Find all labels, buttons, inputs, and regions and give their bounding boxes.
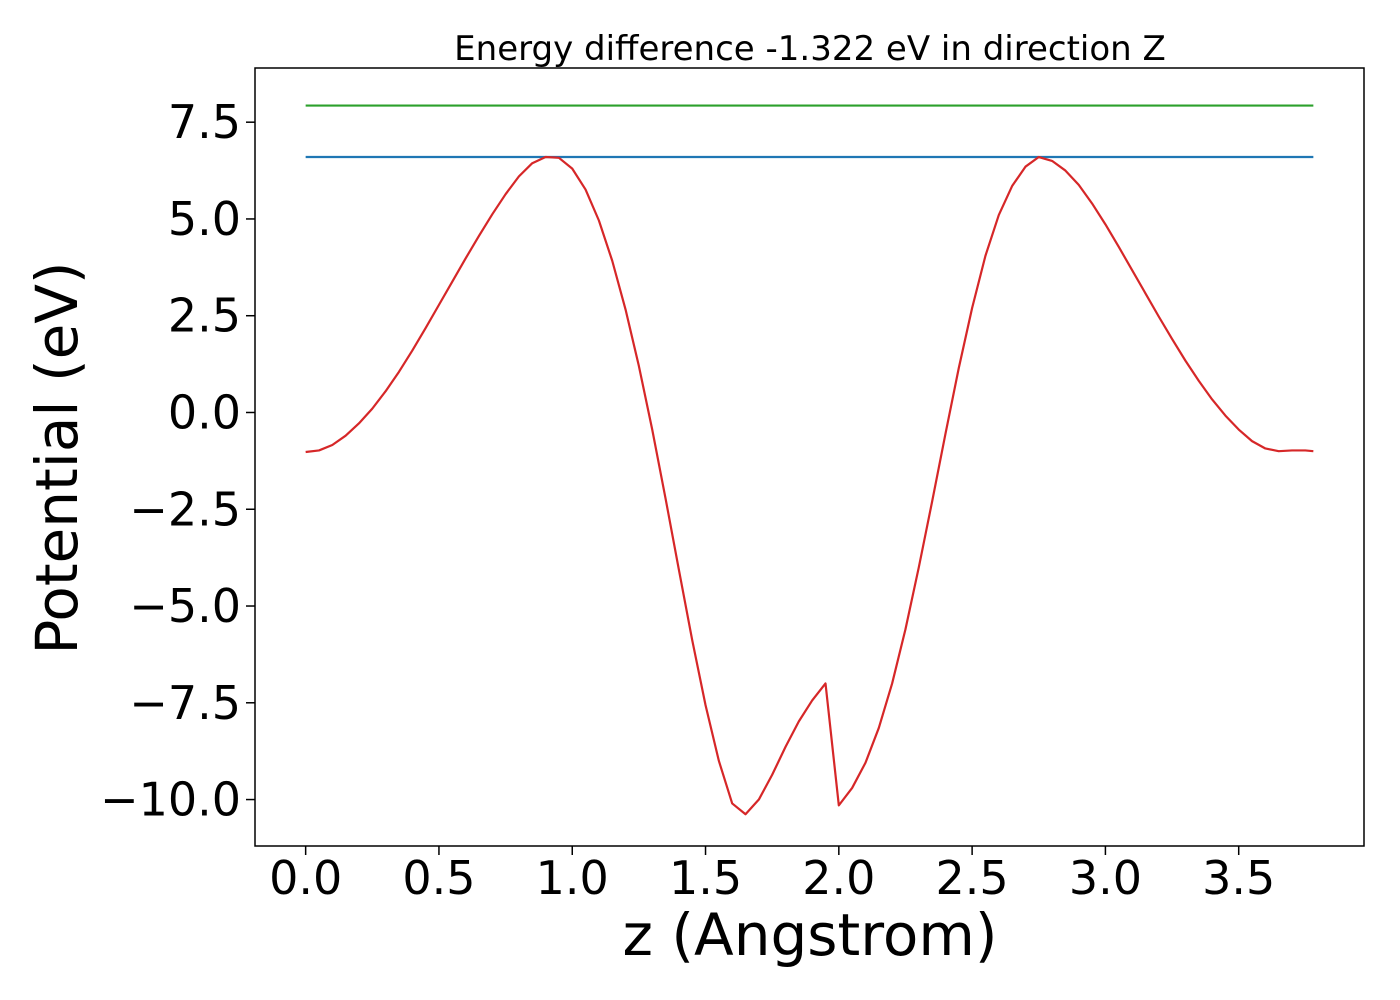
y-tick-label: −10.0 — [100, 773, 241, 827]
x-tick-label: 0.0 — [269, 851, 342, 905]
x-tick-label: 2.0 — [802, 851, 875, 905]
series-line-potential-curve — [305, 155, 1314, 816]
x-tick-label: 0.5 — [402, 851, 475, 905]
y-tick-label: 0.0 — [168, 385, 241, 439]
y-tick-label: −7.5 — [129, 676, 241, 730]
x-tick-label: 3.0 — [1069, 851, 1142, 905]
y-axis-ticks: 7.5 5.0 2.5 0.0 −2.5 −5.0 −7.5 −10.0 — [100, 95, 255, 827]
chart-title: Energy difference -1.322 eV in direction… — [454, 29, 1166, 69]
y-tick-label: 7.5 — [168, 95, 241, 149]
plot-frame — [254, 67, 1365, 847]
y-tick-label: 2.5 — [168, 289, 241, 343]
x-axis-ticks: 0.0 0.5 1.0 1.5 2.0 2.5 3.0 3.5 — [269, 846, 1275, 905]
y-tick-label: −2.5 — [129, 482, 241, 536]
y-tick-label: −5.0 — [129, 579, 241, 633]
y-tick-label: 5.0 — [168, 192, 241, 246]
x-tick-label: 2.5 — [936, 851, 1009, 905]
x-tick-label: 1.0 — [536, 851, 609, 905]
x-tick-label: 1.5 — [669, 851, 742, 905]
series-layer — [305, 104, 1314, 816]
x-tick-label: 3.5 — [1202, 851, 1275, 905]
y-axis-label: Potential (eV) — [23, 261, 91, 654]
x-axis-label: z (Angstrom) — [623, 901, 998, 969]
